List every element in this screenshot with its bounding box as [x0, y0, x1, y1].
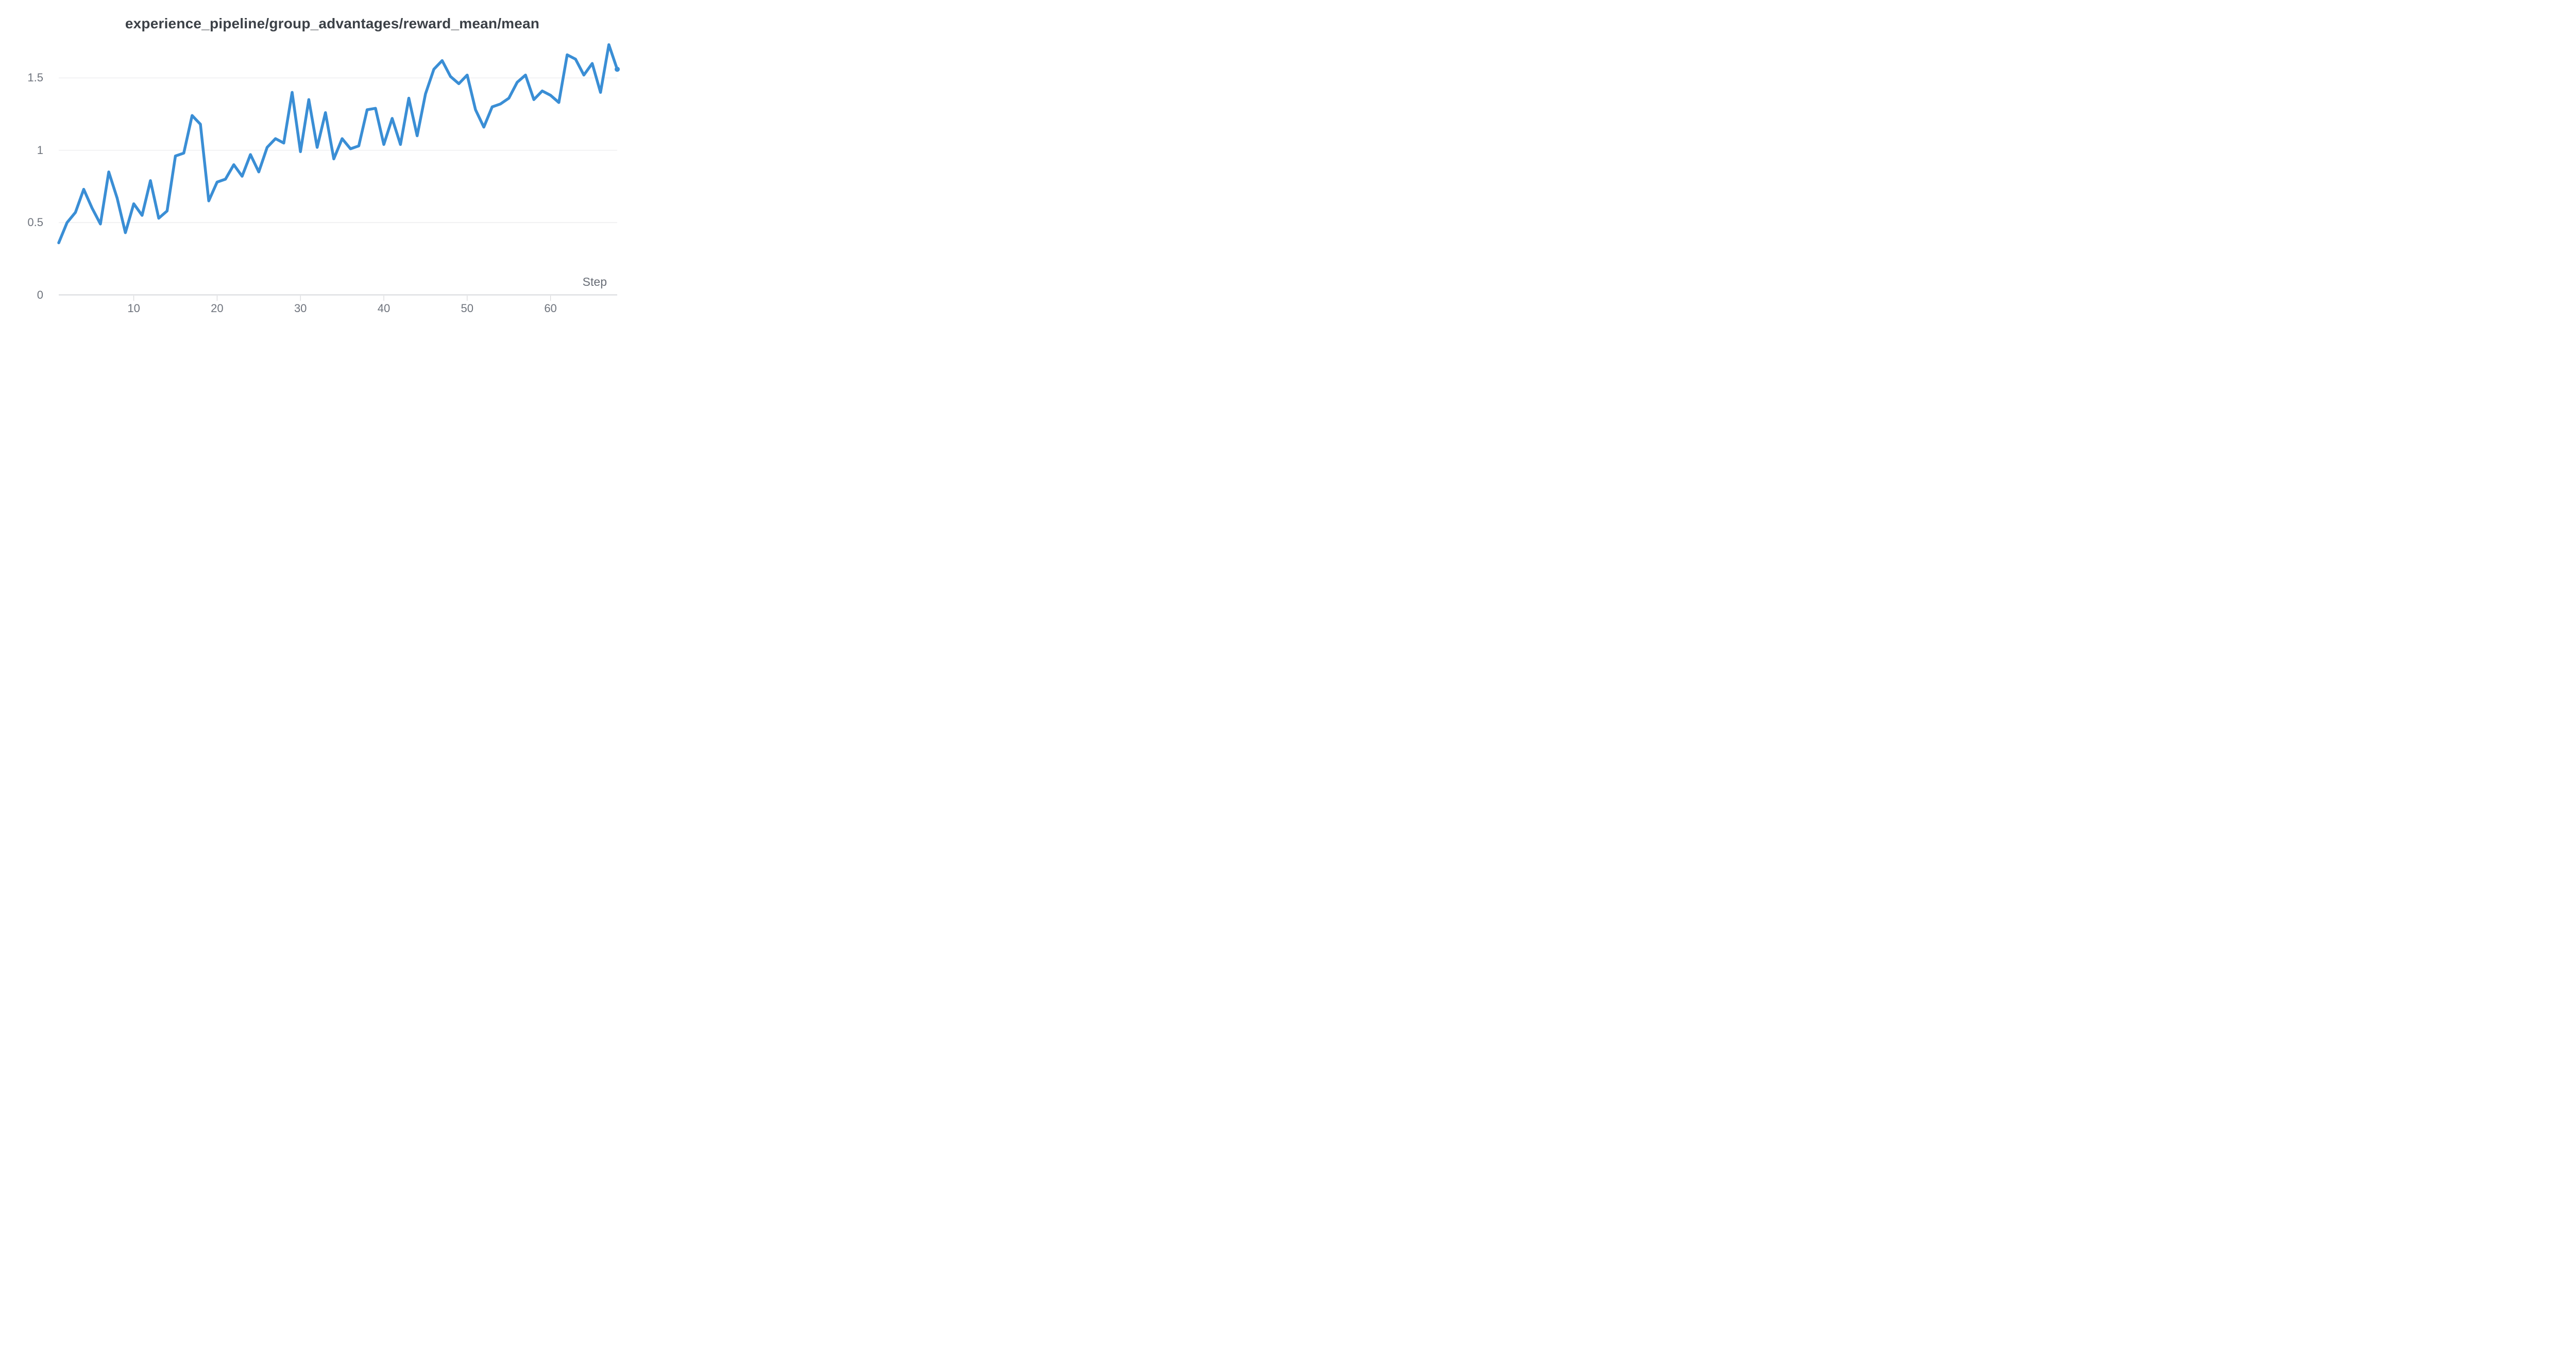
chart-canvas[interactable] [0, 0, 651, 342]
metric-chart-panel[interactable]: experience_pipeline/group_advantages/rew… [0, 0, 651, 342]
chart-title: experience_pipeline/group_advantages/rew… [125, 15, 540, 31]
x-tick-label: 30 [294, 302, 307, 315]
metric-line[interactable] [57, 43, 619, 245]
y-tick-label: 0 [37, 288, 43, 301]
x-tick-label: 40 [377, 302, 391, 315]
x-tick-label: 50 [461, 302, 473, 315]
x-tick-label: 20 [211, 302, 224, 315]
y-tick-label: 1.5 [27, 71, 43, 84]
x-tick-label: 10 [127, 302, 140, 315]
y-tick-label: 1 [37, 143, 43, 157]
x-axis-title: Step [582, 275, 607, 288]
y-tick-label: 0.5 [27, 216, 43, 229]
last-point-dot[interactable] [615, 66, 620, 72]
x-tick-label: 60 [544, 302, 557, 315]
